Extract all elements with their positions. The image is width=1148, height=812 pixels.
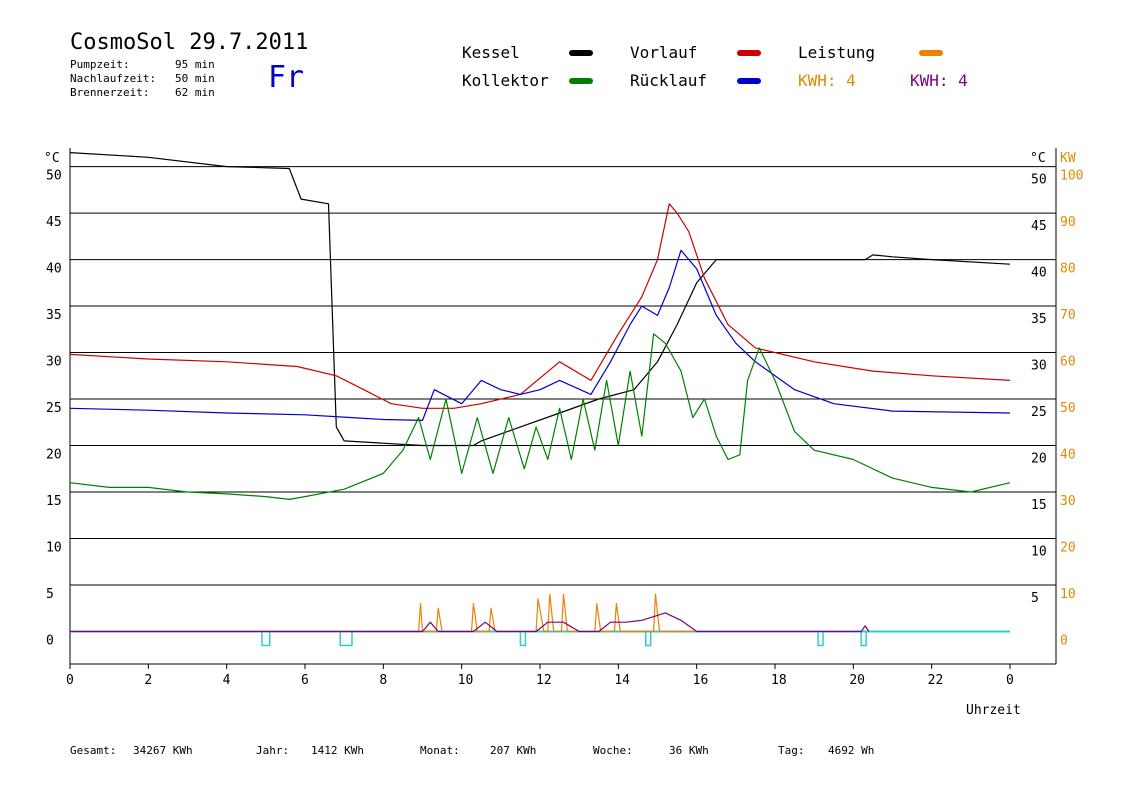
y-tick-label-left: 35 <box>46 308 62 323</box>
footer-gesamt-label: Gesamt: <box>70 744 117 757</box>
footer-monat-value: 207 KWh <box>490 744 537 757</box>
legend-vorlauf-label: Vorlauf <box>630 43 698 62</box>
y-tick-label-kw: 0 <box>1060 633 1068 648</box>
info-brennerzeit: Brennerzeit: <box>70 86 149 99</box>
footer-tag-label: Tag: <box>778 744 805 757</box>
series-vorlauf-line <box>69 203 1011 409</box>
pump-marker <box>817 630 824 647</box>
pump-marker <box>519 630 527 647</box>
y-unit-kw: KW <box>1060 151 1076 166</box>
y-tick-label-kw: 80 <box>1060 262 1076 277</box>
y-tick-label-kw: 60 <box>1060 355 1076 370</box>
x-tick-label: 14 <box>614 673 630 688</box>
y-tick-label-right: 25 <box>1031 405 1047 420</box>
y-tick-label-left: 50 <box>46 169 62 184</box>
y-tick-label-left: 25 <box>46 401 62 416</box>
y-tick-label-left: 45 <box>46 215 62 230</box>
x-tick-label: 8 <box>379 673 387 688</box>
footer-monat-label: Monat: <box>420 744 460 757</box>
pump-marker <box>261 630 271 647</box>
legend-leistung-label: Leistung <box>798 43 876 62</box>
y-tick-label-left: 30 <box>46 355 62 370</box>
footer-tag-value: 4692 Wh <box>828 744 875 757</box>
pump-marker <box>645 630 652 647</box>
y-unit-left: °C <box>44 151 60 166</box>
y-tick-label-right: 50 <box>1031 173 1047 188</box>
y-tick-label-kw: 40 <box>1060 448 1076 463</box>
series-kessel-line <box>69 152 1011 447</box>
info-label: Brennerzeit: <box>70 86 150 99</box>
y-tick-label-kw: 20 <box>1060 540 1076 555</box>
y-tick-label-left: 0 <box>46 633 54 648</box>
series-kwh_purple-line <box>70 612 870 633</box>
y-tick-label-kw: 70 <box>1060 308 1076 323</box>
pump-marker <box>860 630 867 647</box>
footer-woche-value: 36 KWh <box>669 744 709 757</box>
y-tick-label-left: 15 <box>46 494 62 509</box>
page-title: CosmoSol 29.7.2011 <box>70 30 309 55</box>
y-tick-label-right: 20 <box>1031 452 1047 467</box>
info-value: 62 min <box>175 86 215 99</box>
y-tick-label-right: 35 <box>1031 312 1047 327</box>
y-tick-label-left: 20 <box>46 448 62 463</box>
x-tick-label: 0 <box>66 673 74 688</box>
legend-kessel-label: Kessel <box>462 43 520 62</box>
y-tick-label-kw: 30 <box>1060 494 1076 509</box>
y-tick-label-kw: 90 <box>1060 215 1076 230</box>
info-nachlaufzeit: Nachlaufzeit: <box>70 72 156 85</box>
x-tick-label: 4 <box>223 673 231 688</box>
legend-ruecklauf-label: Rücklauf <box>630 71 708 90</box>
x-tick-label: 16 <box>693 673 709 688</box>
y-tick-label-right: 40 <box>1031 266 1047 281</box>
legend-kwh-orange: KWH: 4 <box>798 71 856 90</box>
y-tick-label-right: 15 <box>1031 498 1047 513</box>
y-tick-label-right: 30 <box>1031 359 1047 374</box>
x-tick-label: 20 <box>849 673 865 688</box>
x-axis-label: Uhrzeit <box>966 703 1021 718</box>
y-tick-label-left: 40 <box>46 262 62 277</box>
info-value: 50 min <box>175 72 215 85</box>
series-kollektor-line <box>69 333 1011 500</box>
y-tick-label-right: 10 <box>1031 544 1047 559</box>
y-tick-label-right: 45 <box>1031 219 1047 234</box>
weekday-label: Fr <box>268 60 305 95</box>
x-tick-label: 2 <box>144 673 152 688</box>
y-tick-label-right: 5 <box>1031 591 1039 606</box>
footer-jahr-label: Jahr: <box>256 744 290 757</box>
y-tick-label-kw: 100 <box>1060 169 1083 184</box>
info-pumpzeit: Pumpzeit: <box>70 58 130 71</box>
series-ruecklauf-line <box>69 249 1011 421</box>
x-tick-label: 18 <box>771 673 787 688</box>
footer-jahr-value: 1412 KWh <box>311 744 364 757</box>
info-value: 95 min <box>175 58 215 71</box>
footer-woche-label: Woche: <box>593 744 633 757</box>
series-leistung-line <box>70 593 697 633</box>
y-tick-label-left: 10 <box>46 540 62 555</box>
y-tick-label-kw: 10 <box>1060 587 1076 602</box>
legend-kollektor-label: Kollektor <box>462 71 549 90</box>
legend-kwh-purple: KWH: 4 <box>910 71 968 90</box>
x-tick-label: 22 <box>928 673 944 688</box>
x-tick-label: 12 <box>536 673 552 688</box>
x-tick-label: 10 <box>458 673 474 688</box>
y-unit-right: °C <box>1030 151 1046 166</box>
info-label: Nachlaufzeit: <box>70 72 157 85</box>
x-tick-label: 0 <box>1006 673 1014 688</box>
x-tick-label: 6 <box>301 673 309 688</box>
pump-marker <box>339 630 353 647</box>
y-tick-label-kw: 50 <box>1060 401 1076 416</box>
info-label: Pumpzeit: <box>70 58 130 71</box>
footer-gesamt-value: 34267 KWh <box>133 744 193 757</box>
y-tick-label-left: 5 <box>46 587 54 602</box>
